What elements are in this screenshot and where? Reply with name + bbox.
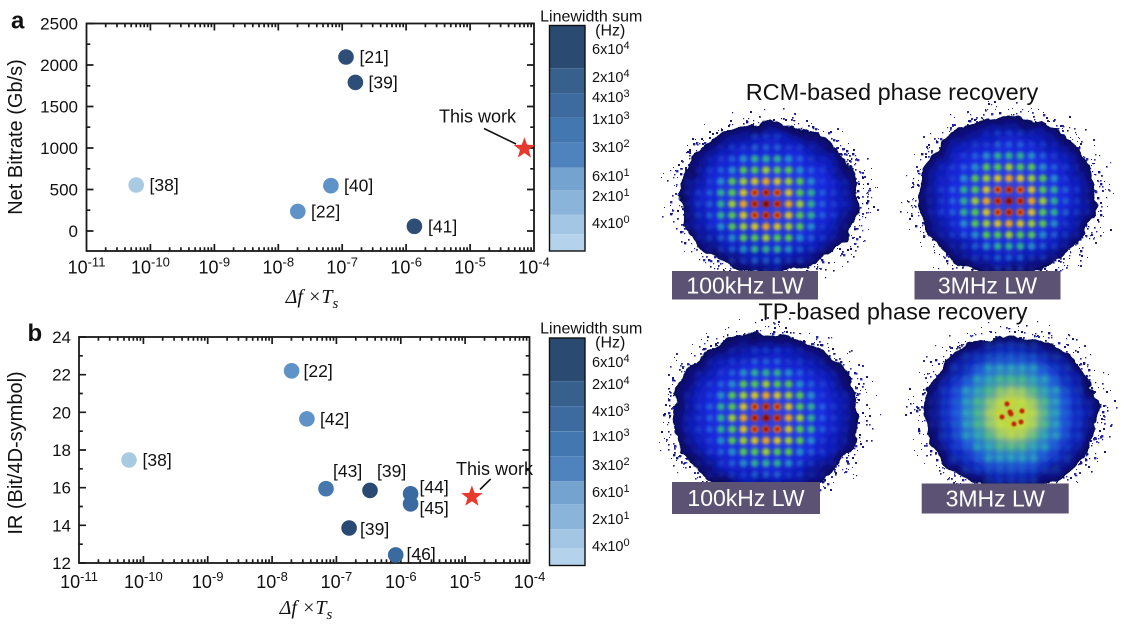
svg-text:1500: 1500 [40, 98, 78, 117]
svg-text:3x102: 3x102 [592, 138, 630, 156]
svg-text:6x101: 6x101 [592, 167, 630, 185]
svg-text:[46]: [46] [407, 544, 436, 564]
svg-text:100kHz LW: 100kHz LW [687, 485, 804, 511]
svg-text:20: 20 [52, 403, 71, 422]
svg-text:[44]: [44] [420, 477, 449, 497]
svg-text:4x100: 4x100 [592, 537, 630, 555]
svg-text:2x104: 2x104 [592, 68, 630, 86]
svg-text:[43]: [43] [333, 461, 362, 481]
svg-text:6x104: 6x104 [592, 353, 630, 371]
svg-text:16: 16 [52, 479, 71, 498]
svg-text:2500: 2500 [40, 15, 78, 34]
svg-text:6x101: 6x101 [592, 483, 630, 501]
svg-text:6x104: 6x104 [592, 40, 630, 58]
svg-text:IR (Bit/4D-symbol): IR (Bit/4D-symbol) [5, 371, 27, 534]
svg-text:RCM-based phase recovery: RCM-based phase recovery [746, 79, 1039, 105]
svg-text:TP-based phase recovery: TP-based phase recovery [758, 299, 1027, 325]
svg-text:[39]: [39] [377, 461, 406, 481]
svg-text:4x100: 4x100 [592, 214, 630, 232]
svg-text:2x101: 2x101 [592, 510, 630, 528]
svg-text:1000: 1000 [40, 139, 78, 158]
svg-text:[38]: [38] [143, 450, 172, 470]
svg-text:22: 22 [52, 366, 71, 385]
svg-text:a: a [11, 8, 25, 35]
svg-text:[41]: [41] [428, 216, 457, 236]
svg-text:3MHz LW: 3MHz LW [946, 486, 1046, 512]
svg-text:3x102: 3x102 [592, 456, 630, 474]
svg-text:[39]: [39] [369, 72, 398, 92]
svg-text:[40]: [40] [344, 176, 373, 196]
svg-text:2x104: 2x104 [592, 375, 630, 393]
svg-text:Net Bitrate (Gb/s): Net Bitrate (Gb/s) [5, 59, 27, 215]
svg-text:4x103: 4x103 [592, 88, 630, 106]
svg-text:Δf ×Ts: Δf ×Ts [279, 597, 333, 623]
svg-text:1x103: 1x103 [592, 427, 630, 445]
svg-text:[22]: [22] [311, 201, 340, 221]
svg-text:This work: This work [439, 107, 517, 127]
svg-text:14: 14 [52, 516, 71, 535]
svg-text:(Hz): (Hz) [595, 335, 625, 352]
svg-text:100kHz LW: 100kHz LW [686, 272, 803, 298]
svg-text:500: 500 [50, 181, 78, 200]
svg-text:2x101: 2x101 [592, 187, 630, 205]
svg-text:1x103: 1x103 [592, 110, 630, 128]
svg-text:0: 0 [69, 222, 78, 241]
svg-text:[42]: [42] [320, 409, 349, 429]
svg-text:18: 18 [52, 441, 71, 460]
svg-text:[21]: [21] [360, 47, 389, 67]
svg-text:4x103: 4x103 [592, 402, 630, 420]
svg-text:Δf ×Ts: Δf ×Ts [285, 286, 339, 312]
svg-text:Linewidth sum: Linewidth sum [540, 321, 642, 338]
svg-text:Linewidth sum: Linewidth sum [540, 9, 642, 26]
svg-text:2000: 2000 [40, 56, 78, 75]
svg-text:[45]: [45] [420, 498, 449, 518]
svg-text:24: 24 [52, 328, 71, 347]
svg-text:This work: This work [456, 459, 534, 479]
svg-text:[22]: [22] [304, 361, 333, 381]
svg-text:b: b [28, 320, 43, 347]
svg-text:(Hz): (Hz) [595, 23, 625, 40]
svg-text:3MHz LW: 3MHz LW [938, 272, 1038, 298]
svg-text:[39]: [39] [360, 519, 389, 539]
svg-text:[38]: [38] [150, 175, 179, 195]
svg-text:12: 12 [52, 554, 71, 573]
